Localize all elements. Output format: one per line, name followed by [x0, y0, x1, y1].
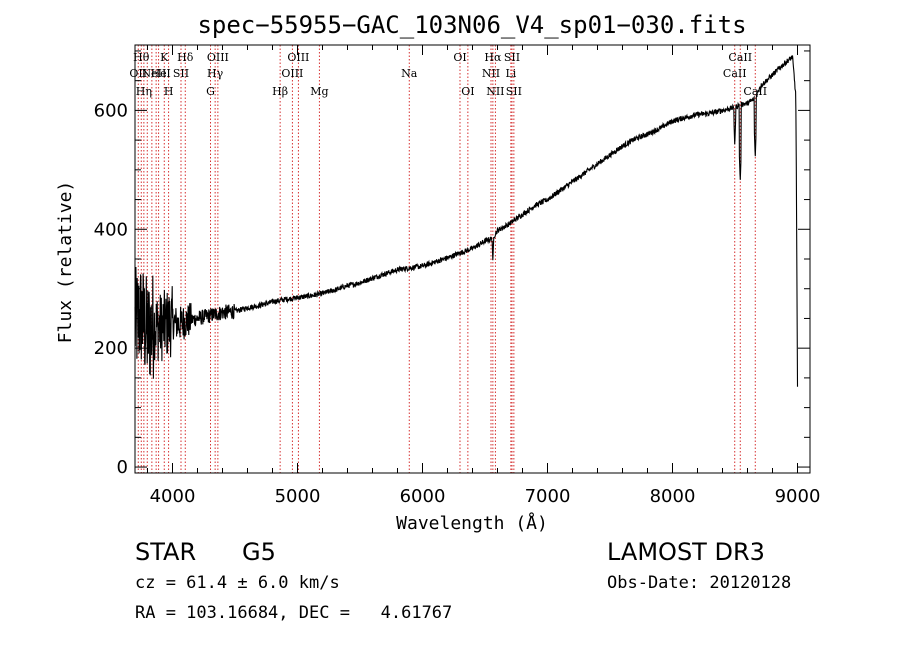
y-tick-label: 600 [94, 100, 128, 121]
line-marker-label: OIII [281, 67, 303, 80]
line-marker-label: CaII [723, 67, 747, 80]
line-marker-label: Hγ [207, 67, 224, 80]
line-marker-label: OIII [207, 51, 229, 64]
line-marker-label: K [160, 51, 169, 64]
x-axis-ticks: 4000 5000 6000 7000 8000 9000 [147, 45, 821, 507]
line-marker-label: OI [461, 85, 474, 98]
x-tick-label: 4000 [150, 486, 196, 507]
coordinates: RA = 103.16684, DEC = 4.61767 [135, 603, 453, 623]
line-marker-label: SII [504, 51, 520, 64]
y-tick-label: 400 [94, 219, 128, 240]
line-marker-label: OIII [287, 51, 309, 64]
chart-title: spec−55955−GAC_103N06_V4_sp01−030.fits [197, 11, 746, 39]
y-axis-ticks: 0 200 400 600 [94, 50, 810, 478]
line-marker-label: Hδ [177, 51, 194, 64]
line-marker-label: OI [453, 51, 466, 64]
survey-name: LAMOST DR3 [607, 538, 765, 566]
flux-line [134, 55, 799, 387]
line-marker-label: NII [486, 85, 504, 98]
line-marker-label: CaII [743, 85, 767, 98]
line-marker-label: Hθ [133, 51, 150, 64]
line-marker-label: Li [505, 67, 516, 80]
line-marker-label: OII [129, 67, 147, 80]
x-tick-label: 6000 [400, 486, 446, 507]
line-marker-label: He [151, 67, 167, 80]
line-marker-label: Mg [310, 85, 328, 98]
obs-date: Obs-Date: 20120128 [607, 573, 792, 593]
line-marker-label: H [164, 85, 174, 98]
x-tick-label: 7000 [525, 486, 571, 507]
line-marker-label: SII [173, 67, 189, 80]
object-class: STAR [135, 538, 197, 566]
object-subclass: G5 [242, 538, 276, 566]
y-axis-label: Flux (relative) [55, 181, 76, 344]
line-marker-label: CaII [728, 51, 752, 64]
redshift-readout: cz = 61.4 ± 6.0 km/s [135, 573, 340, 593]
x-tick-label: 5000 [275, 486, 321, 507]
line-marker-label: NeIII [142, 67, 171, 80]
line-marker-label: Hη [136, 85, 152, 98]
line-marker-label: NII [482, 67, 500, 80]
line-marker-label: Hβ [272, 85, 288, 98]
emission-line-markers [137, 45, 756, 473]
y-tick-label: 200 [94, 338, 128, 359]
x-tick-label: 9000 [775, 486, 821, 507]
line-marker-label: Hα [484, 51, 502, 64]
line-marker-label: G [206, 85, 215, 98]
plot-frame [134, 44, 811, 474]
line-marker-label: Na [401, 67, 418, 80]
x-axis-label: Wavelength (Å) [396, 512, 548, 534]
y-tick-label: 0 [117, 457, 128, 478]
line-marker-label: SII [506, 85, 522, 98]
x-tick-label: 8000 [650, 486, 696, 507]
